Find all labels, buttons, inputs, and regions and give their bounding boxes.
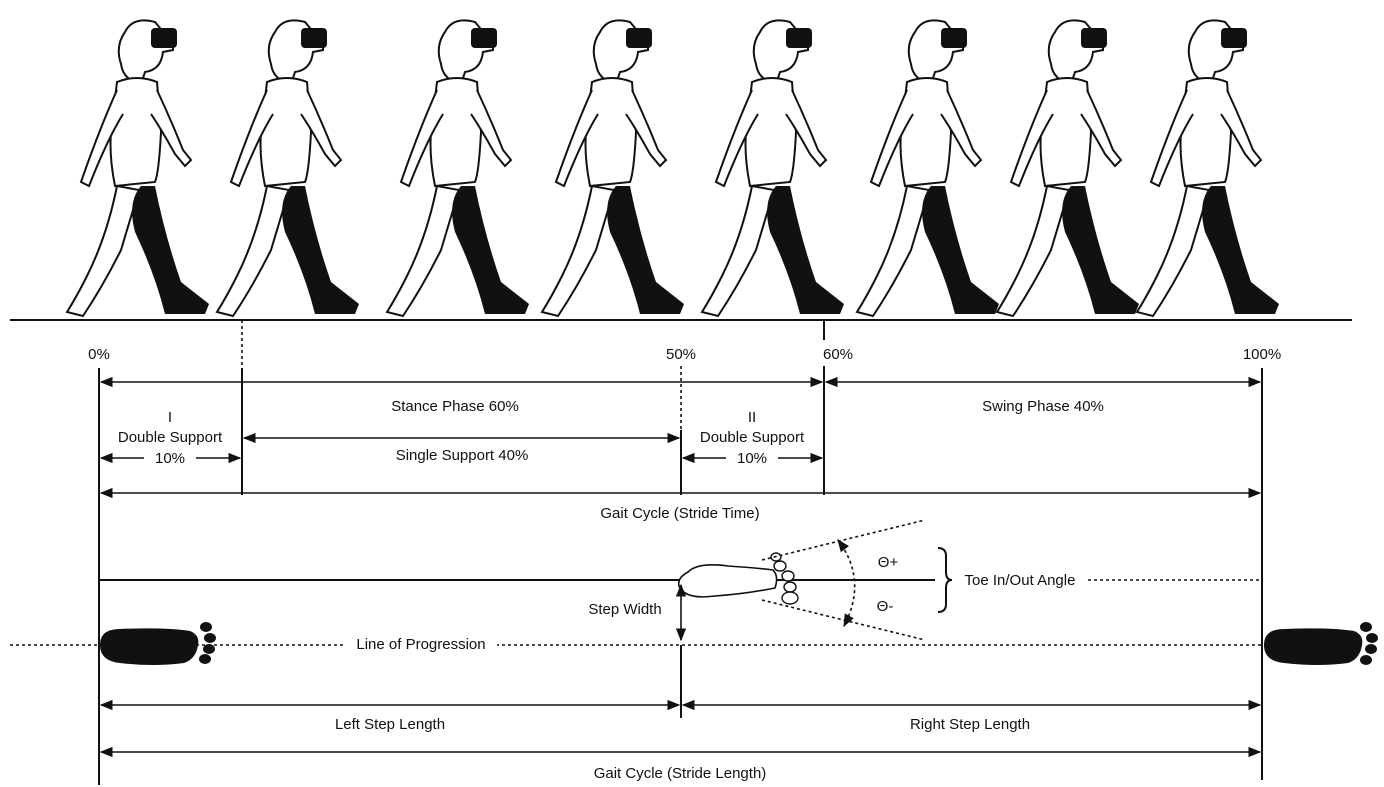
- annotation: Line of Progression: [356, 636, 485, 653]
- phase-label: Double Support: [700, 429, 805, 446]
- phase-label: Double Support: [118, 429, 223, 446]
- angle-line: [761, 599, 926, 641]
- numeral: II: [748, 409, 756, 426]
- cycle-label: Gait Cycle (Stride Length): [594, 765, 767, 782]
- timeline: 0% 50% 60% 100% Stance Phase 60% Swing P…: [88, 320, 1281, 785]
- footprint-section: Θ+ Θ- Toe In/Out Angle Step Width Line o…: [10, 519, 1378, 782]
- numeral: I: [168, 409, 172, 426]
- angle-arc: [837, 538, 856, 628]
- marker-label: 0%: [88, 346, 110, 363]
- annotation: Toe In/Out Angle: [965, 572, 1076, 589]
- marker-label: 100%: [1243, 346, 1281, 363]
- left-footprint: [100, 622, 216, 665]
- length-label: Right Step Length: [910, 716, 1030, 733]
- angle-line: [761, 519, 926, 561]
- phase-label: 10%: [737, 450, 767, 467]
- phase-label: Swing Phase 40%: [982, 398, 1104, 415]
- phase-label: Stance Phase 60%: [391, 398, 519, 415]
- angle-label: Θ-: [877, 598, 894, 615]
- walkers: [66, 19, 1280, 317]
- phase-label: Single Support 40%: [396, 447, 529, 464]
- right-footprint: [1264, 622, 1378, 665]
- cycle-label: Gait Cycle (Stride Time): [600, 505, 759, 522]
- length-label: Left Step Length: [335, 716, 445, 733]
- annotation: Step Width: [588, 601, 661, 618]
- marker-label: 50%: [666, 346, 696, 363]
- angle-label: Θ+: [878, 554, 899, 571]
- brace: [937, 547, 953, 613]
- label-bg: [345, 636, 497, 654]
- phase-label: 10%: [155, 450, 185, 467]
- foot-outline: [677, 564, 778, 598]
- marker-label: 60%: [823, 346, 853, 363]
